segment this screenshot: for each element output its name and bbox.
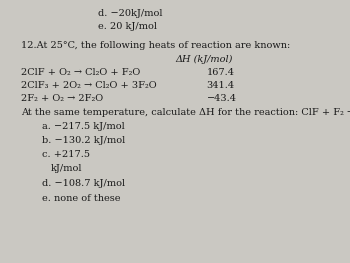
Text: 2ClF₃ + 2O₂ → Cl₂O + 3F₂O: 2ClF₃ + 2O₂ → Cl₂O + 3F₂O xyxy=(21,81,157,90)
Text: 341.4: 341.4 xyxy=(206,81,235,90)
Text: kJ/mol: kJ/mol xyxy=(51,164,82,173)
Text: a. −217.5 kJ/mol: a. −217.5 kJ/mol xyxy=(42,122,125,131)
Text: At the same temperature, calculate ΔH for the reaction: ClF + F₂ → ClF₃: At the same temperature, calculate ΔH fo… xyxy=(21,108,350,117)
Text: 2F₂ + O₂ → 2F₂O: 2F₂ + O₂ → 2F₂O xyxy=(21,94,103,103)
Text: d. −108.7 kJ/mol: d. −108.7 kJ/mol xyxy=(42,179,125,188)
Text: ΔH (kJ/mol): ΔH (kJ/mol) xyxy=(175,54,232,64)
Text: b. −130.2 kJ/mol: b. −130.2 kJ/mol xyxy=(42,136,125,145)
Text: d. −20kJ/mol: d. −20kJ/mol xyxy=(98,9,162,18)
Text: e. none of these: e. none of these xyxy=(42,194,120,203)
Text: c. +217.5: c. +217.5 xyxy=(42,150,90,159)
Text: 12.At 25°C, the following heats of reaction are known:: 12.At 25°C, the following heats of react… xyxy=(21,41,290,50)
Text: −43.4: −43.4 xyxy=(206,94,237,103)
Text: 2ClF + O₂ → Cl₂O + F₂O: 2ClF + O₂ → Cl₂O + F₂O xyxy=(21,68,140,77)
Text: e. 20 kJ/mol: e. 20 kJ/mol xyxy=(98,22,157,31)
Text: 167.4: 167.4 xyxy=(206,68,235,77)
